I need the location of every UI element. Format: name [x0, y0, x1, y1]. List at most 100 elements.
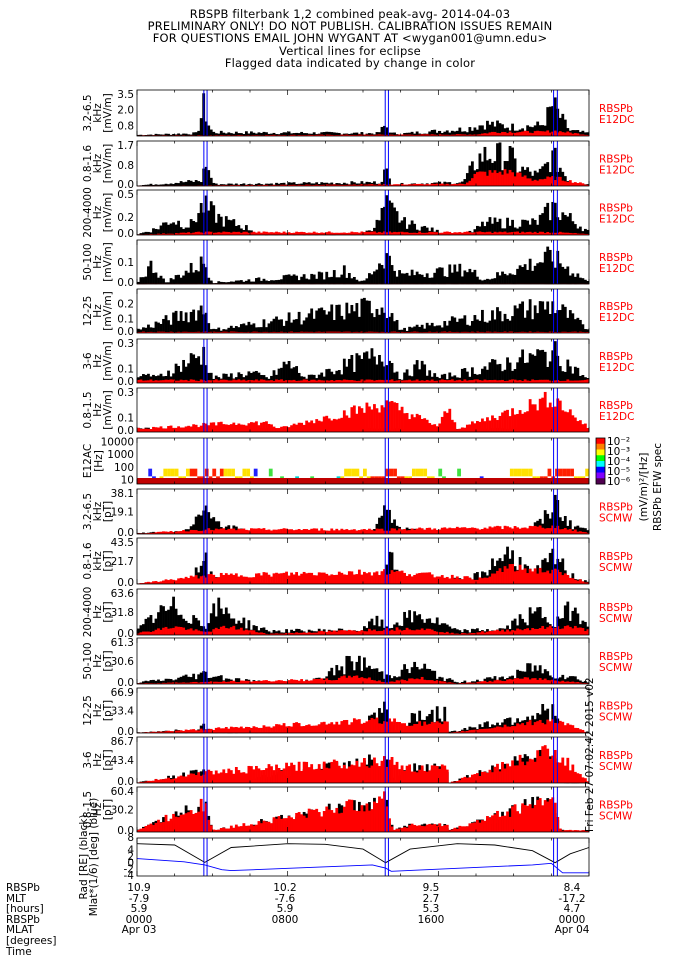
avg-bar — [240, 575, 243, 584]
avg-bar — [315, 529, 318, 534]
avg-bar — [250, 577, 253, 584]
peak-bar — [534, 356, 537, 383]
avg-bar — [519, 724, 522, 733]
avg-bar — [376, 631, 379, 635]
avg-bar — [368, 629, 371, 635]
peak-bar — [162, 223, 165, 235]
avg-bar — [448, 232, 451, 235]
peak-bar — [584, 280, 587, 284]
avg-bar — [348, 571, 351, 584]
y-axis-unit-label: [mV/m] — [102, 390, 114, 429]
peak-bar — [549, 107, 552, 136]
avg-bar — [534, 180, 537, 186]
peak-bar — [468, 326, 471, 333]
avg-bar — [350, 407, 353, 432]
avg-bar — [453, 422, 456, 432]
avg-bar — [318, 631, 321, 635]
spectrogram-cell — [190, 469, 194, 477]
avg-bar — [315, 575, 318, 584]
avg-bar — [539, 720, 542, 733]
avg-bar — [433, 631, 436, 635]
peak-bar — [393, 321, 396, 333]
avg-bar — [539, 568, 542, 584]
avg-bar — [278, 680, 281, 684]
peak-bar — [554, 341, 557, 383]
avg-bar — [431, 425, 434, 432]
peak-bar — [177, 321, 180, 333]
avg-bar — [240, 681, 243, 684]
avg-bar — [273, 726, 276, 733]
peak-bar — [536, 263, 539, 284]
avg-bar — [574, 626, 577, 635]
peak-bar — [471, 321, 474, 333]
avg-bar — [200, 576, 203, 584]
y-tick-label: 0.1 — [117, 412, 134, 424]
peak-bar — [496, 272, 499, 284]
avg-bar — [509, 631, 512, 635]
spectrogram-cell — [420, 469, 424, 477]
avg-bar — [368, 380, 371, 383]
avg-bar — [315, 419, 318, 432]
avg-bar — [489, 170, 492, 186]
y-axis-label: 200-4000Hz[pT] — [82, 587, 114, 638]
y-axis-unit-label: [mV/m] — [102, 193, 114, 232]
avg-bar — [536, 131, 539, 136]
peak-bar — [531, 354, 534, 383]
avg-bar — [245, 630, 248, 635]
avg-bar — [546, 528, 549, 534]
avg-bar — [403, 573, 406, 584]
y-axis-unit-label: [mV/m] — [102, 291, 114, 330]
peak-bar — [237, 280, 240, 284]
peak-bar — [185, 271, 188, 284]
avg-bar — [544, 629, 547, 635]
avg-bar — [506, 569, 509, 584]
peak-bar — [531, 218, 534, 235]
avg-bar — [413, 630, 416, 635]
avg-bar — [353, 718, 356, 733]
avg-bar — [265, 727, 268, 733]
avg-bar — [373, 531, 376, 534]
avg-bar — [366, 380, 369, 383]
avg-bar — [278, 380, 281, 383]
avg-bar — [443, 380, 446, 383]
avg-bar — [574, 529, 577, 534]
peak-bar — [358, 317, 361, 333]
avg-bar — [501, 232, 504, 235]
instrument-label: E12DC — [599, 411, 634, 423]
avg-bar — [574, 580, 577, 584]
avg-bar — [433, 424, 436, 432]
avg-bar — [310, 420, 313, 432]
peak-bar — [190, 353, 193, 383]
avg-bar — [521, 723, 524, 733]
peak-bar — [491, 359, 494, 383]
avg-bar — [270, 232, 273, 235]
avg-bar — [355, 574, 358, 584]
avg-bar — [514, 678, 517, 684]
peak-bar — [476, 277, 479, 284]
avg-bar — [170, 579, 173, 584]
avg-bar — [471, 730, 474, 733]
avg-bar — [499, 232, 502, 235]
avg-bar — [524, 175, 527, 186]
peak-bar — [413, 275, 416, 284]
peak-bar — [499, 364, 502, 383]
avg-bar — [541, 398, 544, 432]
avg-bar — [559, 529, 562, 534]
avg-bar — [343, 676, 346, 684]
avg-bar — [371, 530, 374, 534]
avg-bar — [546, 571, 549, 584]
peak-bar — [355, 280, 358, 284]
avg-bar — [481, 729, 484, 733]
avg-bar — [396, 571, 399, 584]
avg-bar — [539, 678, 542, 684]
peak-bar — [280, 279, 283, 284]
avg-bar — [335, 722, 338, 733]
peak-bar — [501, 321, 504, 333]
instrument-label: E12DC — [599, 263, 634, 275]
avg-bar — [481, 631, 484, 635]
peak-bar — [566, 318, 569, 333]
avg-bar — [225, 530, 228, 534]
avg-bar — [566, 625, 569, 635]
